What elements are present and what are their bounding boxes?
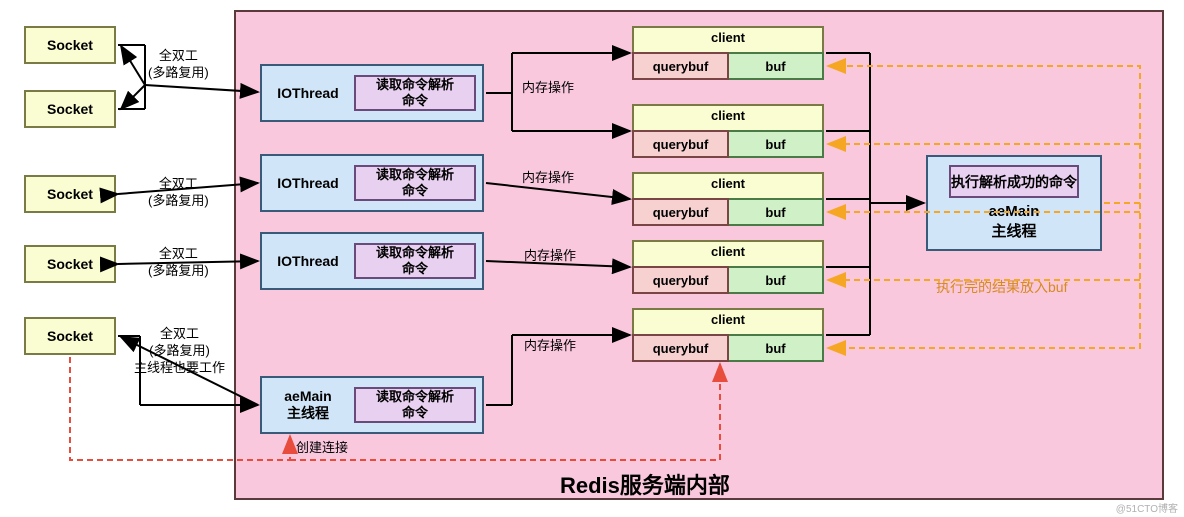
socket-label: Socket (47, 186, 93, 202)
buf: buf (729, 198, 824, 226)
socket-label: Socket (47, 37, 93, 53)
client-label: client (711, 176, 745, 191)
client-label: client (711, 312, 745, 327)
querybuf: querybuf (632, 52, 729, 80)
querybuf: querybuf (632, 130, 729, 158)
buf: buf (729, 130, 824, 158)
client-2: client querybuf buf (632, 104, 824, 158)
memop-label-2: 内存操作 (522, 170, 574, 187)
socket-4: Socket (24, 245, 116, 283)
read-cmd-box: 读取命令解析 命令 (354, 165, 476, 200)
read-cmd-box: 读取命令解析 命令 (354, 243, 476, 278)
memop-label-3: 内存操作 (524, 248, 576, 265)
duplex-label-4: 全双工 (多路复用) 主线程也要工作 (134, 326, 225, 377)
aemain-main-box: 执行解析成功的命令 aeMain 主线程 (926, 155, 1102, 251)
duplex-label-1: 全双工 (多路复用) (148, 48, 209, 82)
aemain-thread-box: aeMain 主线程 读取命令解析 命令 (260, 376, 484, 434)
memop-label-1: 内存操作 (522, 80, 574, 97)
read-cmd-box: 读取命令解析 命令 (354, 75, 476, 110)
client-3: client querybuf buf (632, 172, 824, 226)
result-buf-label: 执行完的结果放入buf (936, 278, 1067, 296)
client-label: client (711, 108, 745, 123)
create-conn-label: 创建连接 (296, 440, 348, 457)
iothread-label: IOThread (268, 85, 348, 101)
querybuf: querybuf (632, 266, 729, 294)
client-4: client querybuf buf (632, 240, 824, 294)
client-label: client (711, 30, 745, 45)
iothread-label: IOThread (268, 175, 348, 191)
querybuf: querybuf (632, 198, 729, 226)
socket-3: Socket (24, 175, 116, 213)
buf: buf (729, 52, 824, 80)
socket-label: Socket (47, 101, 93, 117)
iothread-label: IOThread (268, 253, 348, 269)
duplex-label-2: 全双工 (多路复用) (148, 176, 209, 210)
socket-2: Socket (24, 90, 116, 128)
iothread-1: IOThread 读取命令解析 命令 (260, 64, 484, 122)
socket-label: Socket (47, 256, 93, 272)
iothread-2: IOThread 读取命令解析 命令 (260, 154, 484, 212)
aemain-label: aeMain 主线程 (268, 388, 348, 422)
socket-label: Socket (47, 328, 93, 344)
read-cmd-box: 读取命令解析 命令 (354, 387, 476, 422)
iothread-3: IOThread 读取命令解析 命令 (260, 232, 484, 290)
client-label: client (711, 244, 745, 259)
memop-label-4: 内存操作 (524, 338, 576, 355)
aemain-big-label: aeMain 主线程 (989, 202, 1040, 241)
client-1: client querybuf buf (632, 26, 824, 80)
socket-1: Socket (24, 26, 116, 64)
socket-5: Socket (24, 317, 116, 355)
buf: buf (729, 334, 824, 362)
server-title: Redis服务端内部 (560, 468, 730, 500)
querybuf: querybuf (632, 334, 729, 362)
client-5: client querybuf buf (632, 308, 824, 362)
duplex-label-3: 全双工 (多路复用) (148, 246, 209, 280)
buf: buf (729, 266, 824, 294)
watermark: @51CTO博客 (1116, 500, 1178, 515)
exec-cmd-box: 执行解析成功的命令 (949, 165, 1079, 198)
